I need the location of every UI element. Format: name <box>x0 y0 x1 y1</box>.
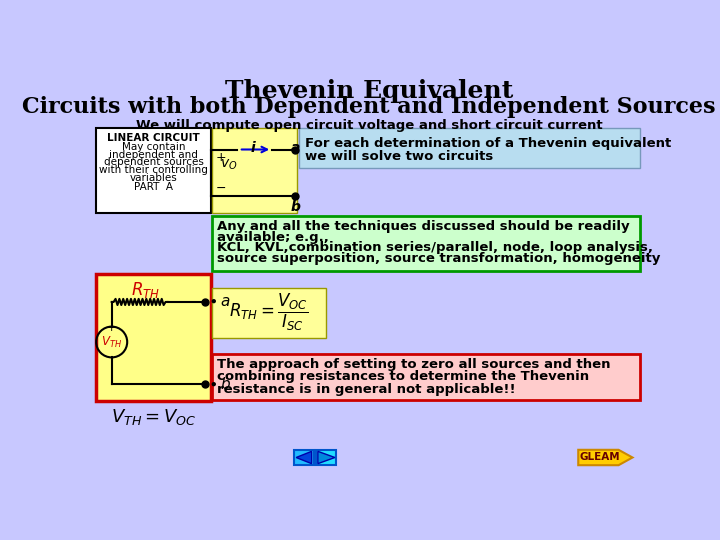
Text: i: i <box>251 141 255 155</box>
FancyBboxPatch shape <box>212 128 297 213</box>
Text: $R_{TH}$: $R_{TH}$ <box>131 280 161 300</box>
Text: $R_{TH} = \dfrac{V_{OC}}{I_{SC}}$: $R_{TH} = \dfrac{V_{OC}}{I_{SC}}$ <box>229 292 309 333</box>
FancyBboxPatch shape <box>96 128 211 213</box>
Text: b: b <box>290 200 300 214</box>
Text: We will compute open circuit voltage and short circuit current: We will compute open circuit voltage and… <box>135 119 603 132</box>
Text: LINEAR CIRCUIT: LINEAR CIRCUIT <box>107 132 200 143</box>
Text: The approach of setting to zero all sources and then: The approach of setting to zero all sour… <box>217 358 611 371</box>
Text: +: + <box>215 151 226 164</box>
Text: independent and: independent and <box>109 150 198 159</box>
Text: available; e.g.,: available; e.g., <box>217 231 329 244</box>
Text: For each determination of a Thevenin equivalent: For each determination of a Thevenin equ… <box>305 137 672 150</box>
Text: $V_{TH} = V_{OC}$: $V_{TH} = V_{OC}$ <box>111 408 196 428</box>
Text: May contain: May contain <box>122 142 185 152</box>
Text: $\bullet\,b$: $\bullet\,b$ <box>208 376 231 393</box>
Text: $\bullet\,a$: $\bullet\,a$ <box>208 294 230 309</box>
Text: Thevenin Equivalent: Thevenin Equivalent <box>225 79 513 103</box>
Polygon shape <box>578 450 632 465</box>
Text: with their controlling: with their controlling <box>99 165 208 175</box>
Text: variables: variables <box>130 173 177 184</box>
Text: KCL, KVL,combination series/parallel, node, loop analysis,: KCL, KVL,combination series/parallel, no… <box>217 241 653 254</box>
Text: a: a <box>291 141 300 155</box>
Text: +: + <box>107 323 117 333</box>
Text: $v_O$: $v_O$ <box>220 158 238 172</box>
Text: Circuits with both Dependent and Independent Sources: Circuits with both Dependent and Indepen… <box>22 96 716 118</box>
FancyBboxPatch shape <box>316 450 336 465</box>
Text: source superposition, source transformation, homogeneity: source superposition, source transformat… <box>217 252 660 265</box>
FancyBboxPatch shape <box>212 215 640 271</box>
Text: −: − <box>215 181 226 194</box>
Text: PART  A: PART A <box>134 182 173 192</box>
Text: Any and all the techniques discussed should be readily: Any and all the techniques discussed sho… <box>217 220 630 233</box>
FancyBboxPatch shape <box>212 354 640 400</box>
Text: we will solve two circuits: we will solve two circuits <box>305 150 494 163</box>
Text: GLEAM: GLEAM <box>580 453 620 462</box>
Text: resistance is in general not applicable!!: resistance is in general not applicable!… <box>217 383 516 396</box>
Polygon shape <box>318 451 335 464</box>
FancyBboxPatch shape <box>212 288 326 338</box>
Text: dependent sources: dependent sources <box>104 157 204 167</box>
Polygon shape <box>296 451 312 464</box>
FancyBboxPatch shape <box>294 450 314 465</box>
Text: combining resistances to determine the Thevenin: combining resistances to determine the T… <box>217 370 589 383</box>
FancyBboxPatch shape <box>300 128 640 168</box>
FancyBboxPatch shape <box>96 274 211 401</box>
Text: $V_{TH}$: $V_{TH}$ <box>102 334 122 349</box>
